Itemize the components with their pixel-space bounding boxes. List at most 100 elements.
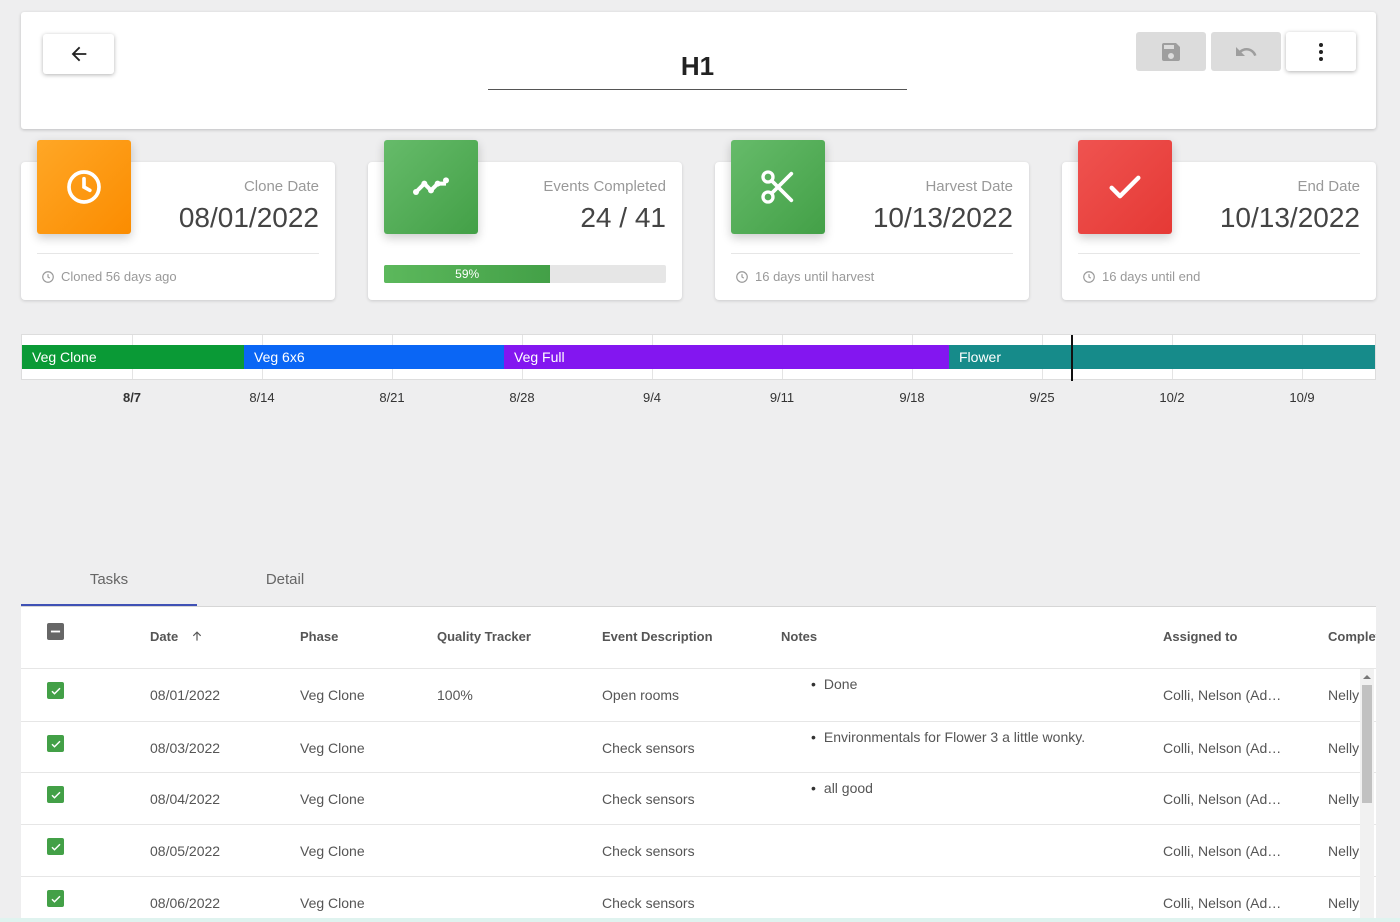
cell-event: Open rooms	[602, 687, 680, 703]
clock-small-icon	[42, 270, 54, 283]
tab-bar: Tasks Detail	[21, 560, 1376, 607]
phase-timeline: Veg Clone Veg 6x6 Veg Full Flower	[21, 334, 1376, 381]
tab-detail[interactable]: Detail	[265, 571, 305, 588]
col-header-notes[interactable]: Notes	[781, 629, 818, 644]
check-icon	[1109, 175, 1141, 199]
arrow-up-icon	[192, 631, 201, 641]
card-footer-text: Cloned 56 days ago	[61, 269, 177, 284]
cell-event: Check sensors	[602, 791, 695, 807]
row-checkbox[interactable]	[47, 838, 64, 855]
row-checkbox[interactable]	[47, 735, 64, 752]
checkmark-icon	[50, 740, 61, 748]
end-card-icon-box	[1078, 140, 1172, 234]
cell-event: Check sensors	[602, 843, 695, 859]
card-footer-text: 16 days until end	[1102, 269, 1201, 284]
events-card-icon-box	[384, 140, 478, 234]
timeline-tick: 8/14	[249, 390, 275, 405]
cell-phase: Veg Clone	[300, 740, 365, 756]
row-checkbox[interactable]	[47, 890, 64, 907]
table-row[interactable]: 08/05/2022 Veg Clone Check sensors Colli…	[21, 824, 1376, 876]
col-header-event-description[interactable]: Event Description	[602, 629, 713, 644]
cell-completed: Nelly	[1328, 791, 1360, 807]
tab-tasks[interactable]: Tasks	[21, 560, 197, 606]
card-divider	[1078, 253, 1360, 254]
checkmark-icon	[50, 895, 61, 903]
tasks-table: Date Phase Quality Tracker Event Descrip…	[21, 607, 1376, 922]
timeline-tick: 10/9	[1289, 390, 1315, 405]
save-icon	[1162, 42, 1180, 61]
cell-note: all good	[811, 780, 873, 796]
select-all-checkbox[interactable]	[47, 623, 64, 640]
cell-quality: 100%	[437, 687, 473, 703]
phase-veg-6x6[interactable]: Veg 6x6	[244, 345, 504, 369]
row-checkbox[interactable]	[47, 786, 64, 803]
table-row[interactable]: 08/06/2022 Veg Clone Check sensors Colli…	[21, 876, 1376, 922]
phase-veg-clone[interactable]: Veg Clone	[22, 345, 244, 369]
col-header-assigned-to[interactable]: Assigned to	[1163, 629, 1238, 644]
timeline-tick: 10/2	[1159, 390, 1185, 405]
cell-completed: Nelly	[1328, 895, 1360, 911]
cell-assigned: Colli, Nelson (Ad…	[1163, 843, 1282, 859]
events-completed-card: Events Completed 24 / 41 59%	[368, 140, 682, 300]
cell-completed: Nelly	[1328, 843, 1360, 859]
col-header-completed[interactable]: Complet	[1328, 629, 1376, 644]
table-row[interactable]: 08/03/2022 Veg Clone Check sensors Envir…	[21, 721, 1376, 773]
phase-veg-full[interactable]: Veg Full	[504, 345, 949, 369]
timeline-tick: 8/7	[122, 390, 142, 405]
trending-icon	[413, 177, 449, 195]
col-header-label: Date	[150, 629, 179, 644]
clock-small-icon	[1083, 270, 1095, 283]
col-header-quality-tracker[interactable]: Quality Tracker	[437, 629, 531, 644]
card-value: 10/13/2022	[1219, 202, 1360, 233]
cell-completed: Nelly	[1328, 740, 1360, 756]
cell-date: 08/05/2022	[150, 843, 221, 859]
phase-flower[interactable]: Flower	[949, 345, 1375, 369]
scroll-up-arrow-icon	[1363, 675, 1371, 679]
timeline-tick: 9/11	[769, 390, 795, 405]
card-label: Harvest Date	[925, 178, 1013, 195]
end-date-card: End Date 10/13/2022 16 days until end	[1062, 140, 1376, 300]
cell-note: Done	[811, 676, 857, 692]
card-label: End Date	[1297, 178, 1360, 195]
card-value: 24 / 41	[580, 202, 666, 233]
table-row[interactable]: 08/01/2022 Veg Clone 100% Open rooms Don…	[21, 668, 1376, 720]
card-label: Clone Date	[243, 178, 319, 195]
title-field[interactable]: H1	[488, 42, 907, 90]
header-bar: H1	[21, 12, 1376, 129]
page-title: H1	[680, 51, 715, 81]
cell-event: Check sensors	[602, 895, 695, 911]
checkmark-icon	[50, 791, 61, 799]
cell-assigned: Colli, Nelson (Ad…	[1163, 687, 1282, 703]
card-divider	[731, 253, 1013, 254]
timeline-tick: 9/18	[899, 390, 925, 405]
col-header-phase[interactable]: Phase	[300, 629, 339, 644]
row-checkbox[interactable]	[47, 682, 64, 699]
scrollbar-thumb[interactable]	[1362, 685, 1372, 803]
cell-phase: Veg Clone	[300, 895, 365, 911]
timeline-tick: 8/28	[509, 390, 535, 405]
clock-small-icon	[736, 270, 748, 283]
clone-date-card: Clone Date 08/01/2022 Cloned 56 days ago	[21, 140, 335, 300]
harvest-date-card: Harvest Date 10/13/2022 16 days until ha…	[715, 140, 1029, 300]
more-options-button[interactable]	[1286, 32, 1356, 71]
save-button[interactable]	[1136, 32, 1206, 71]
card-value: 08/01/2022	[178, 202, 319, 233]
card-footer: Cloned 56 days ago	[41, 269, 177, 284]
arrow-left-icon	[71, 46, 86, 62]
undo-button[interactable]	[1211, 32, 1281, 71]
col-header-date[interactable]: Date	[150, 629, 204, 644]
cell-assigned: Colli, Nelson (Ad…	[1163, 895, 1282, 911]
cell-date: 08/01/2022	[150, 687, 221, 703]
timeline-tick: 9/4	[642, 390, 662, 405]
card-value: 10/13/2022	[872, 202, 1013, 233]
cell-phase: Veg Clone	[300, 791, 365, 807]
card-divider	[37, 253, 319, 254]
cell-date: 08/04/2022	[150, 791, 221, 807]
back-button[interactable]	[43, 34, 114, 74]
card-label: Events Completed	[543, 178, 666, 195]
table-scrollbar[interactable]	[1360, 669, 1374, 922]
table-row[interactable]: 08/04/2022 Veg Clone Check sensors all g…	[21, 772, 1376, 824]
bottom-strip	[0, 918, 1400, 922]
card-footer: 16 days until end	[1082, 269, 1200, 284]
cell-assigned: Colli, Nelson (Ad…	[1163, 740, 1282, 756]
